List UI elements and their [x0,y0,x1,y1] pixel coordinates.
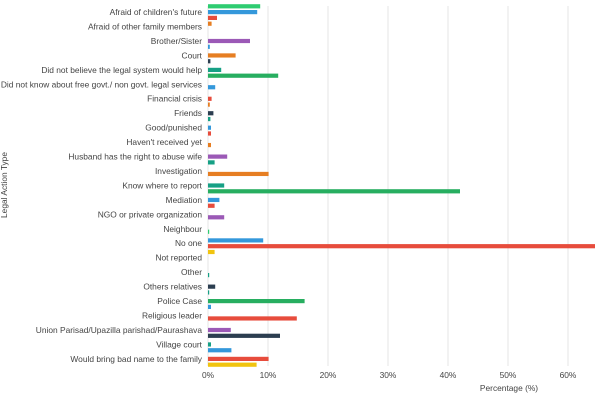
bar [208,4,261,9]
category-label: Husband has the right to abuse wife [68,152,202,162]
bar [208,183,225,188]
category-labels: Afraid of children's future Afraid of oth… [1,7,203,364]
category-label: Did not know about free govt./ non govt.… [1,79,202,89]
category-label: No one [175,238,202,248]
bar [208,171,269,177]
bar [208,299,305,304]
x-tick-label: 0% [202,370,215,380]
category-label: Know where to report [122,180,202,190]
grid-lines [207,6,569,366]
bar [208,327,231,333]
x-tick-label: 60% [560,370,577,380]
category-label: Mediation [166,195,203,205]
bar [208,21,212,26]
category-label: Would bring bad name to the family [70,354,202,364]
bar [208,304,211,309]
bar [208,229,210,234]
category-label: Police Case [157,296,202,306]
y-axis-title: Legal Action Type [0,152,9,218]
bar [208,356,269,361]
category-label: Afraid of children's future [110,7,203,17]
category-label: Good/punished [145,123,202,133]
bar [208,333,280,338]
category-label: Village court [156,339,203,349]
bar [208,249,215,255]
category-label: Investigation [155,166,202,176]
x-axis-title: Percentage (%) [480,383,538,393]
bar [208,125,211,130]
bar [208,316,297,321]
bar [208,67,222,72]
category-label: Did not believe the legal system would h… [41,65,202,75]
bar [208,44,210,49]
category-label: Brother/Sister [151,36,202,46]
bar [208,362,257,367]
bar [208,116,211,122]
bar [208,102,210,107]
category-label: Others relatives [143,282,202,292]
category-label: Other [181,267,202,277]
bar [208,203,215,208]
x-tick-label: 10% [260,370,277,380]
bar [208,290,210,295]
bar [208,238,264,243]
bar [208,38,250,44]
bar [208,10,258,15]
bar [208,284,216,289]
bar [208,131,211,136]
x-tick-label: 40% [440,370,457,380]
x-tick-label: 50% [500,370,517,380]
category-label: Financial crisis [147,94,202,104]
bar [208,215,225,220]
bar [208,59,211,64]
category-label: Religious leader [142,310,202,320]
bar [208,342,211,347]
bars [208,4,595,367]
category-label: Court [182,50,203,60]
bar [208,85,216,90]
bar [208,111,214,116]
x-tick-label: 30% [380,370,397,380]
category-label: Afraid of other family members [88,21,202,31]
category-label: Friends [174,108,202,118]
bar [208,160,215,165]
category-label: NGO or private organization [98,209,203,219]
bar [208,244,595,249]
bar [208,189,460,194]
bar [208,154,228,159]
bar [208,96,212,101]
category-label: Union Parisad/Upazilla parishad/Paurasha… [36,325,203,335]
bar [208,73,279,78]
x-tick-label: 20% [320,370,337,380]
category-label: Haven't received yet [126,137,202,147]
bar [208,53,236,58]
category-label: Not reported [155,253,202,263]
bar [208,273,210,278]
bar [208,142,211,148]
bar [208,348,232,353]
category-label: Neighbour [163,224,202,234]
x-tick-labels: 0% 10% 20% 30% 40% 50% 60% [202,370,577,380]
bar [208,15,217,20]
bar [208,197,220,203]
